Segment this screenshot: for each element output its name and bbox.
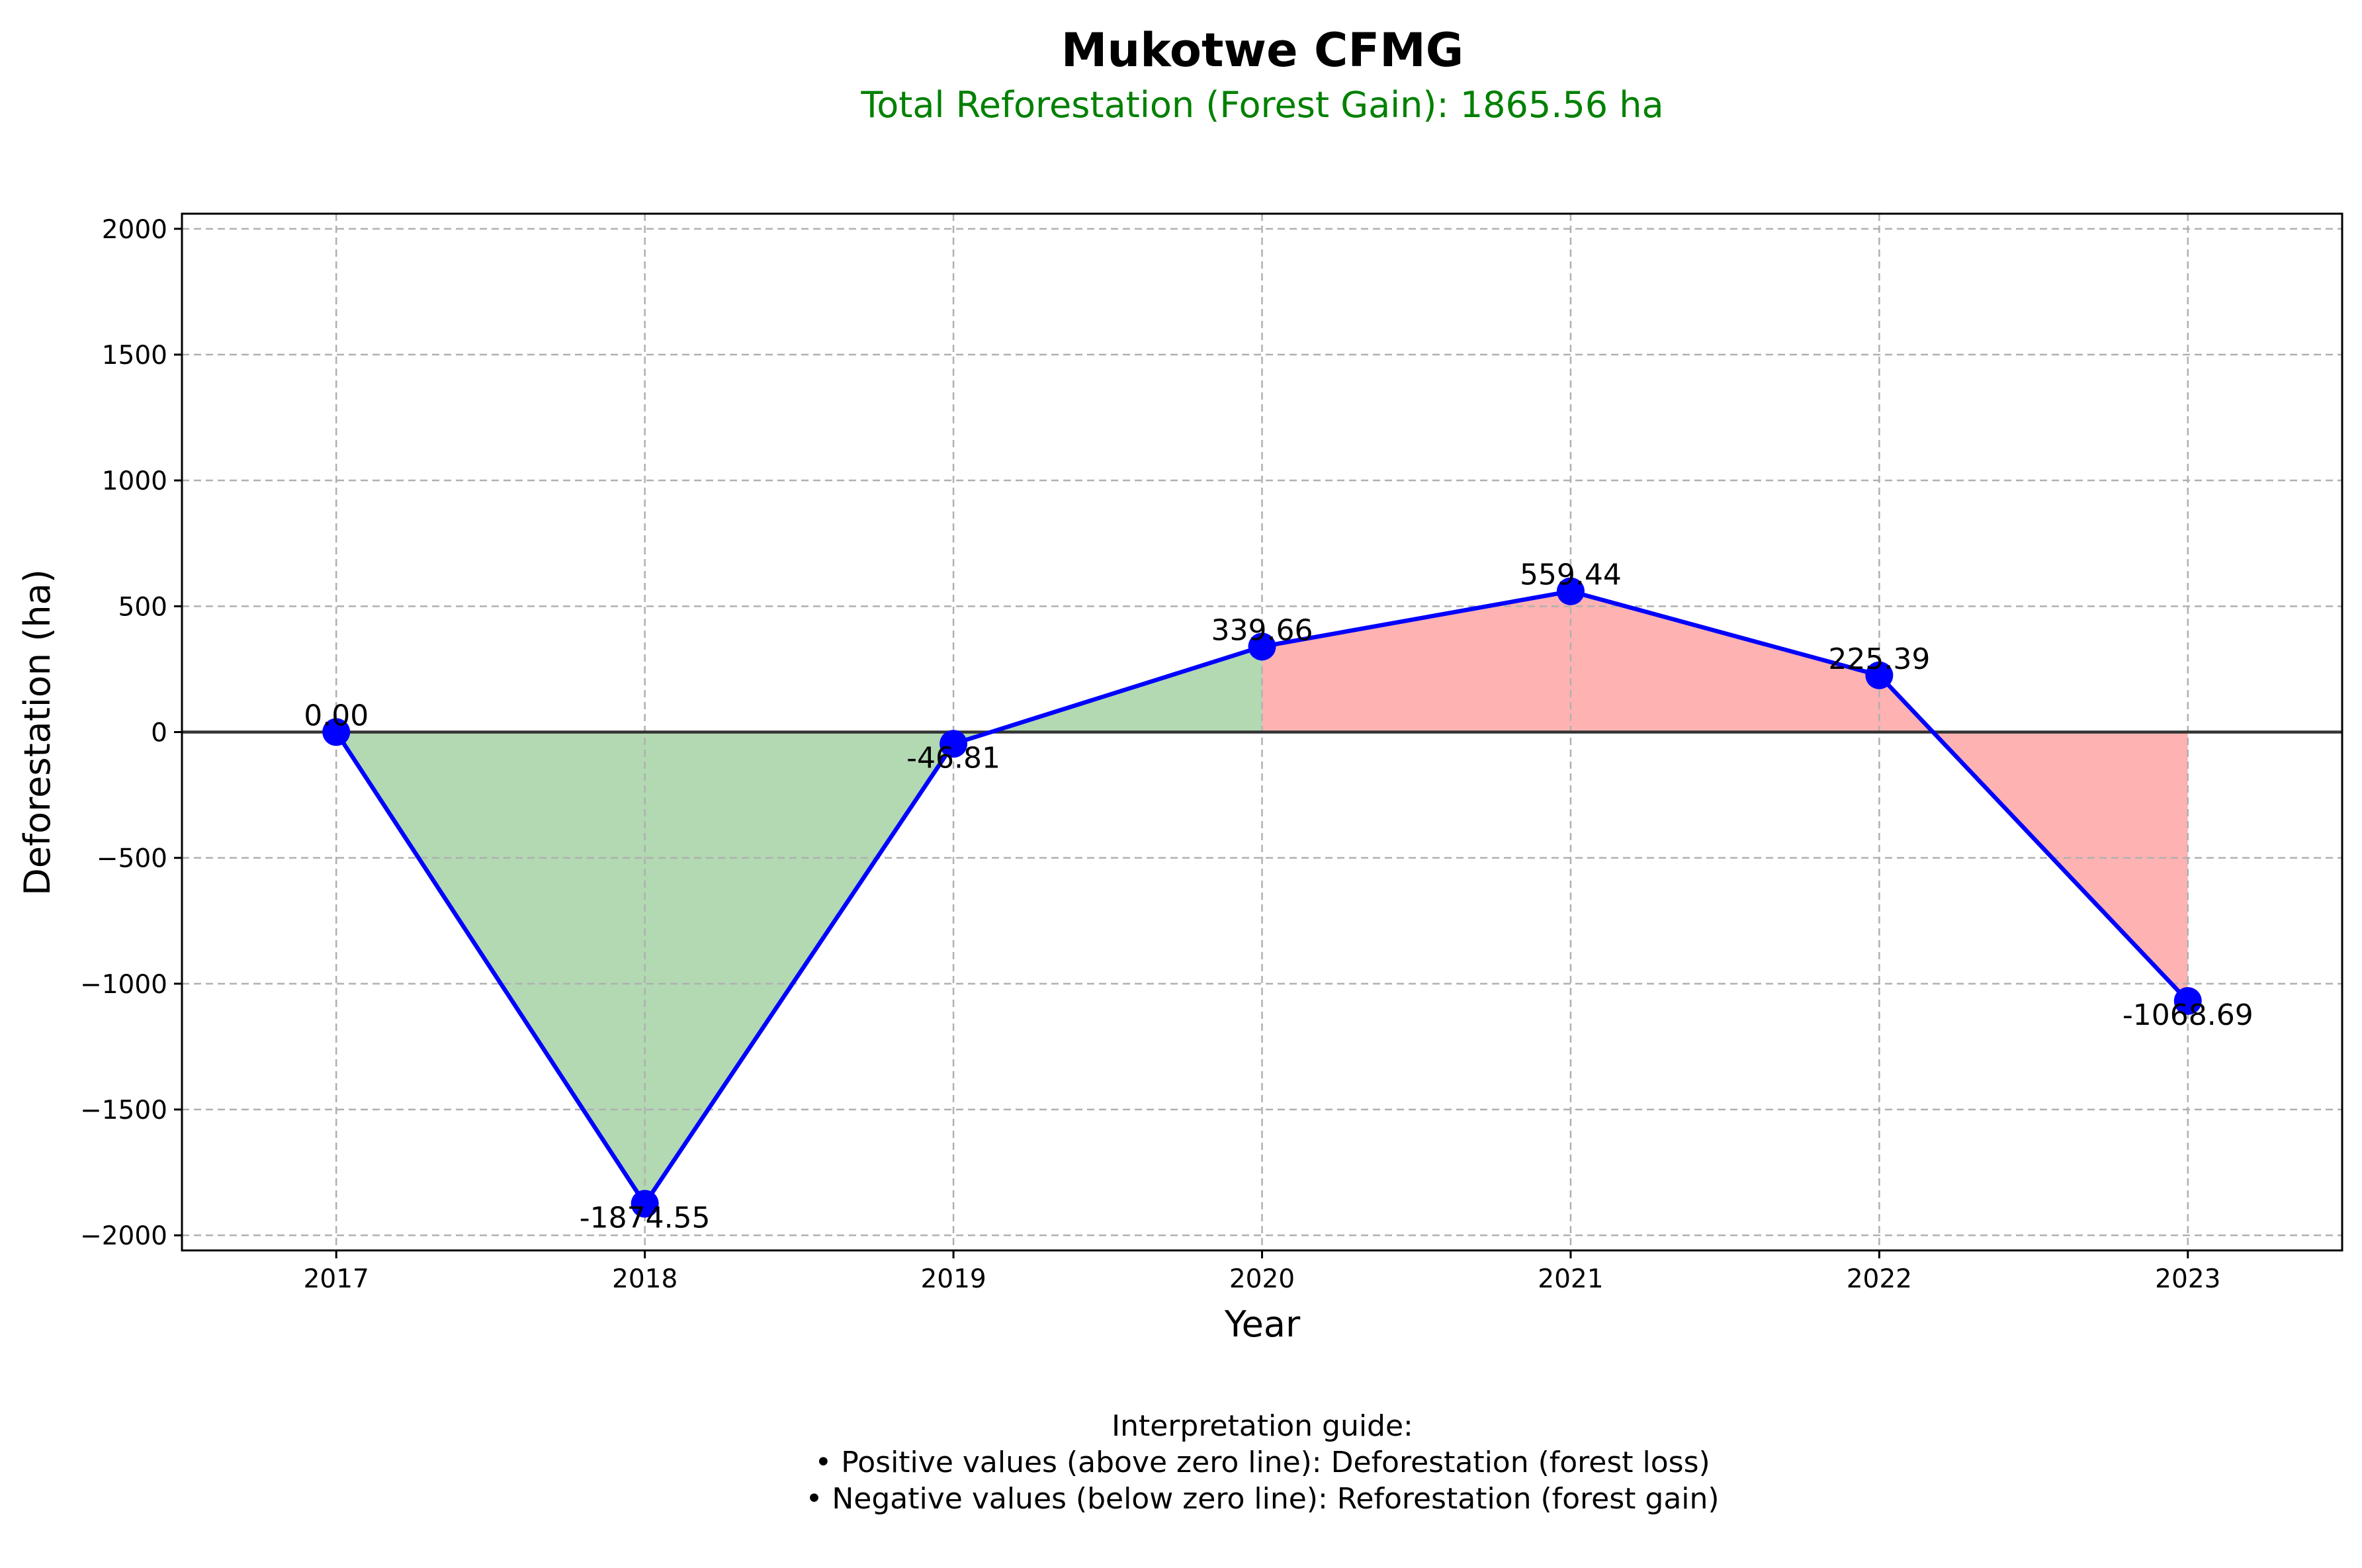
chart-title: Mukotwe CFMG bbox=[1061, 23, 1464, 77]
data-label: -46.81 bbox=[906, 741, 1000, 775]
x-tick-label: 2018 bbox=[612, 1264, 678, 1294]
data-point-marker bbox=[631, 1190, 659, 1218]
y-tick-label: −2000 bbox=[80, 1221, 167, 1251]
x-tick-label: 2021 bbox=[1538, 1264, 1603, 1294]
data-point-marker bbox=[2173, 986, 2202, 1015]
x-tick-label: 2019 bbox=[920, 1264, 986, 1294]
y-tick-label: −1500 bbox=[80, 1096, 167, 1125]
chart-subtitle: Total Reforestation (Forest Gain): 1865.… bbox=[860, 84, 1663, 126]
y-tick-label: 0 bbox=[151, 719, 167, 748]
y-axis-label: Deforestation (ha) bbox=[17, 569, 58, 896]
data-label: 0.00 bbox=[304, 699, 369, 733]
data-label: 339.66 bbox=[1211, 613, 1313, 647]
data-point-marker bbox=[940, 730, 968, 758]
x-tick-label: 2017 bbox=[304, 1264, 369, 1294]
y-tick-label: 500 bbox=[118, 592, 167, 622]
data-label: -1874.55 bbox=[580, 1201, 711, 1235]
x-tick-label: 2023 bbox=[2155, 1264, 2220, 1294]
deforestation-fill-area bbox=[1262, 591, 2188, 1001]
y-tick-label: −1000 bbox=[80, 970, 167, 1000]
x-axis-ticks: 2017 2018 2019 2020 2021 2022 2023 bbox=[304, 1250, 2220, 1294]
y-tick-label: 1500 bbox=[102, 341, 167, 370]
data-point-marker bbox=[1556, 577, 1585, 605]
markers bbox=[322, 577, 2202, 1218]
guide-positive-line: • Positive values (above zero line): Def… bbox=[814, 1446, 1710, 1479]
data-point-marker bbox=[1248, 632, 1276, 661]
reforestation-fill-area bbox=[336, 646, 1262, 1204]
x-axis-label: Year bbox=[1224, 1303, 1301, 1345]
data-label: 559.44 bbox=[1520, 558, 1622, 592]
data-label: -1068.69 bbox=[2122, 998, 2253, 1032]
data-label: 225.39 bbox=[1828, 642, 1930, 676]
x-tick-label: 2022 bbox=[1847, 1264, 1912, 1294]
y-tick-label: 2000 bbox=[102, 215, 167, 245]
y-axis-ticks: 2000 1500 1000 500 0 −500 −1000 −1500 −2000 bbox=[80, 215, 182, 1251]
data-point-marker bbox=[1865, 661, 1894, 689]
fill-areas bbox=[336, 591, 2188, 1204]
y-tick-label: −500 bbox=[97, 844, 167, 874]
x-tick-label: 2020 bbox=[1229, 1264, 1295, 1294]
guide-heading: Interpretation guide: bbox=[1112, 1409, 1413, 1443]
data-labels: 0.00 -1874.55 -46.81 339.66 559.44 225.39 -106… bbox=[304, 558, 2253, 1235]
data-point-marker bbox=[322, 718, 351, 746]
y-tick-label: 1000 bbox=[102, 466, 167, 496]
guide-negative-line: • Negative values (below zero line): Ref… bbox=[805, 1482, 1719, 1516]
